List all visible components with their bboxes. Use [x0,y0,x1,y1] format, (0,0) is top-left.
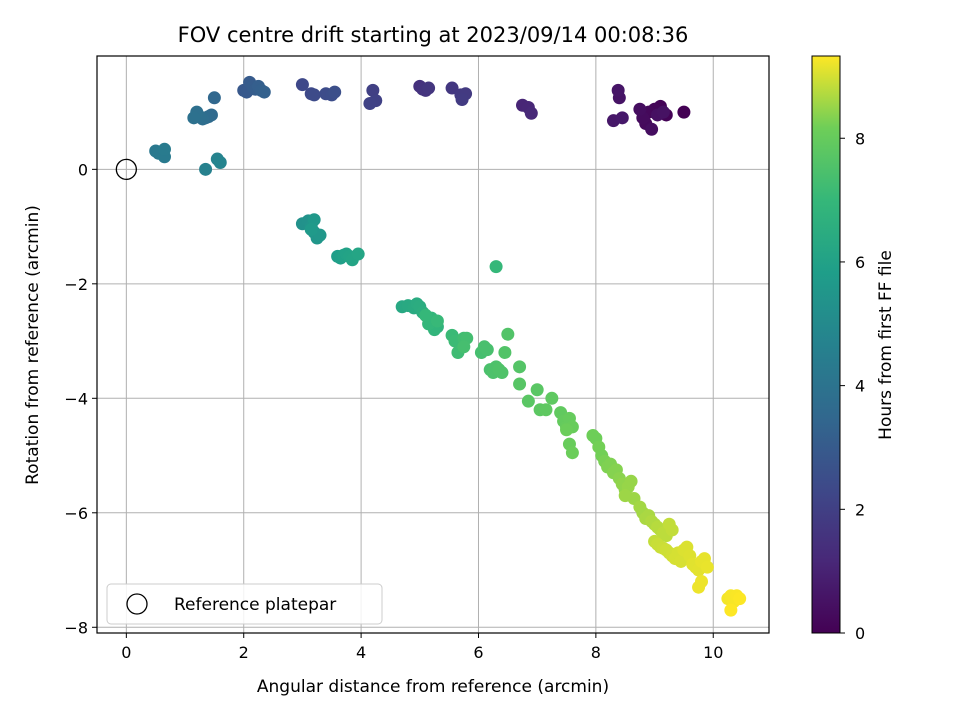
legend-box [106,583,383,625]
y-axis-label: Rotation from reference (arcmin) [23,205,43,485]
data-point [480,343,494,357]
y-tick-label: 0 [78,160,88,179]
data-point [422,81,436,95]
legend-label-reference: Reference platepar [174,595,336,615]
legend-marker-reference [126,593,148,615]
data-point [618,489,632,503]
y-tick-label: −6 [64,504,88,523]
colorbar-tick-label: 0 [855,624,865,643]
data-point [489,260,503,274]
data-point [304,222,318,236]
data-point [656,105,670,119]
data-point [695,574,709,588]
data-point [513,377,527,391]
x-tick-label: 6 [473,643,483,662]
data-point [700,560,714,574]
data-point [615,111,629,125]
data-point [677,105,691,119]
legend: Reference platepar [106,583,383,625]
data-point [307,88,321,102]
data-point [187,111,201,125]
plot-area-frame [96,55,770,634]
y-tick-label: −8 [64,618,88,637]
data-point [430,314,444,328]
chart-title: FOV centre drift starting at 2023/09/14 … [178,23,689,47]
x-tick-label: 10 [703,643,723,662]
data-point [539,403,553,417]
x-axis-ticks: 0 2 4 6 8 10 [121,633,723,662]
y-axis-ticks: −8 −6 −4 −2 0 [64,160,97,637]
x-tick-label: 0 [121,643,131,662]
data-point [257,85,271,99]
data-point [351,247,365,261]
data-point [501,327,515,341]
data-point [733,592,747,606]
data-point [199,162,213,176]
data-point [724,603,738,617]
data-point [445,81,459,95]
data-point [455,93,469,107]
colorbar-tick-label: 2 [855,500,865,519]
data-point [624,474,638,488]
data-point [665,523,679,537]
data-point [545,391,559,405]
data-point [530,383,544,397]
data-point [363,97,377,111]
data-point [521,394,535,408]
data-point [498,346,512,360]
data-point [513,360,527,374]
x-tick-label: 8 [591,643,601,662]
x-tick-label: 4 [356,643,366,662]
data-point [157,142,171,156]
data-point [524,106,538,120]
x-tick-label: 2 [239,643,249,662]
data-point [645,122,659,136]
data-point [295,78,309,92]
data-point [611,83,625,97]
data-point [560,423,574,437]
data-point [207,91,221,105]
data-point [366,83,380,97]
x-axis-label: Angular distance from reference (arcmin) [257,677,609,697]
data-point [419,308,433,322]
colorbar-gradient [811,55,841,634]
data-point [633,102,647,116]
y-tick-label: −2 [64,275,88,294]
colorbar-label: Hours from first FF file [876,250,896,440]
data-point [495,366,509,380]
colorbar-tick-label: 6 [855,253,865,272]
data-point [565,446,579,460]
data-point [328,85,342,99]
data-point [457,340,471,354]
y-tick-label: −4 [64,389,88,408]
data-points [115,75,747,617]
colorbar-ticks: 0 2 4 6 8 [840,129,865,643]
data-point [213,155,227,169]
colorbar-tick-label: 4 [855,377,865,396]
colorbar-tick-label: 8 [855,129,865,148]
reference-platepar-marker [115,158,137,180]
colorbar: 0 2 4 6 8 Hours from first FF file [811,55,896,643]
